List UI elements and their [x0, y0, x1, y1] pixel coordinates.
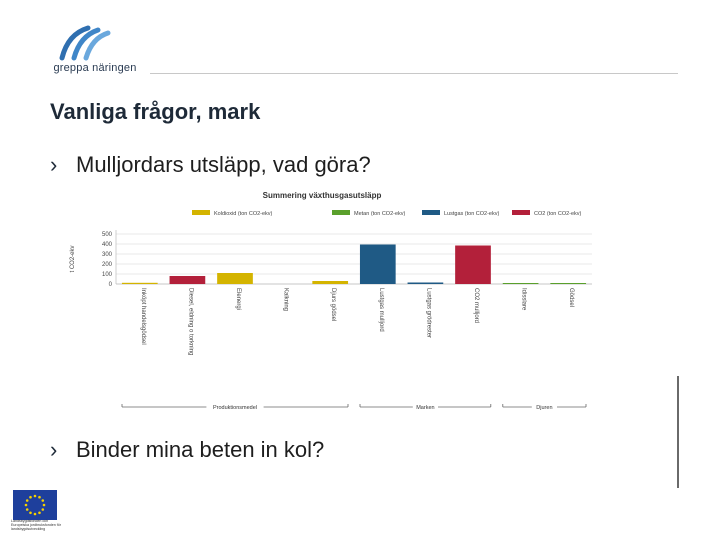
- bullet-item-1: › Mulljordars utsläpp, vad göra?: [50, 152, 371, 178]
- x-tick-label: Gödsel: [568, 288, 574, 307]
- slide-title: Vanliga frågor, mark: [50, 99, 261, 124]
- legend-label: CO2 (ton CO2-ekv): [534, 211, 582, 217]
- x-tick-label: Idisslare: [521, 288, 527, 311]
- logo-swoosh-icon: [59, 25, 111, 61]
- bar: [502, 283, 539, 284]
- side-divider: [677, 376, 679, 488]
- legend-swatch: [192, 210, 210, 215]
- y-tick-label: 100: [102, 272, 113, 278]
- legend-swatch: [422, 210, 440, 215]
- eu-flag-icon: [13, 490, 57, 520]
- group-label: Marken: [416, 405, 434, 411]
- header-divider: [150, 73, 678, 74]
- legend-swatch: [332, 210, 350, 215]
- bar: [169, 276, 206, 284]
- x-tick-label: CO2 mulljord: [473, 288, 479, 323]
- x-tick-label: Djurs gödsel: [330, 288, 336, 321]
- legend-label: Koldioxid (ton CO2-ekv): [214, 211, 273, 217]
- bullet-text: Binder mina beten in kol?: [76, 437, 325, 462]
- bar: [312, 281, 349, 284]
- legend-label: Lustgas (ton CO2-ekv): [444, 211, 499, 217]
- greppa-logo: greppa näringen: [40, 24, 150, 80]
- bar: [407, 282, 444, 284]
- y-axis-label: t CO2-ekv: [70, 245, 76, 272]
- emissions-chart: Summering växthusgasutsläpp Koldioxid (to…: [62, 186, 602, 414]
- legend-label: Metan (ton CO2-ekv): [354, 211, 406, 217]
- bullet-item-2: › Binder mina beten in kol?: [50, 437, 324, 463]
- chart-title: Summering växthusgasutsläpp: [263, 191, 382, 200]
- x-tick-label: Inköpt handelsgödsel: [140, 288, 146, 345]
- chart-svg: Summering växthusgasutsläpp Koldioxid (to…: [70, 191, 592, 411]
- x-tick-label: Elenergi: [235, 288, 241, 310]
- legend-swatch: [512, 210, 530, 215]
- bar: [455, 245, 491, 284]
- group-label-bg: [206, 403, 264, 411]
- bullet-text: Mulljordars utsläpp, vad göra?: [76, 152, 371, 177]
- group-label: Djuren: [536, 405, 552, 411]
- bullet-marker: ›: [50, 152, 58, 177]
- bar: [550, 283, 587, 284]
- eu-caption: Landsbygdsfonden och Europeiska jordbruk…: [11, 519, 61, 532]
- y-tick-label: 0: [109, 282, 113, 288]
- x-tick-label: Lustgas mulljord: [378, 288, 384, 332]
- bar: [359, 244, 396, 284]
- y-tick-label: 400: [102, 242, 113, 248]
- group-label-bg: [531, 403, 557, 411]
- y-tick-label: 300: [102, 252, 113, 258]
- group-label-bg: [412, 403, 438, 411]
- x-tick-label: Diesel, eldning o torkning: [187, 288, 193, 355]
- logo-wordmark: greppa näringen: [53, 62, 137, 74]
- y-tick-label: 200: [102, 262, 113, 268]
- bullet-marker: ›: [50, 437, 58, 462]
- x-tick-label: Lustgas grödrester: [425, 288, 431, 338]
- group-label: Produktionsmedel: [213, 405, 257, 411]
- bar: [121, 282, 158, 284]
- y-tick-label: 500: [102, 232, 113, 238]
- bar: [217, 273, 253, 284]
- x-tick-label: Kalkning: [283, 288, 289, 311]
